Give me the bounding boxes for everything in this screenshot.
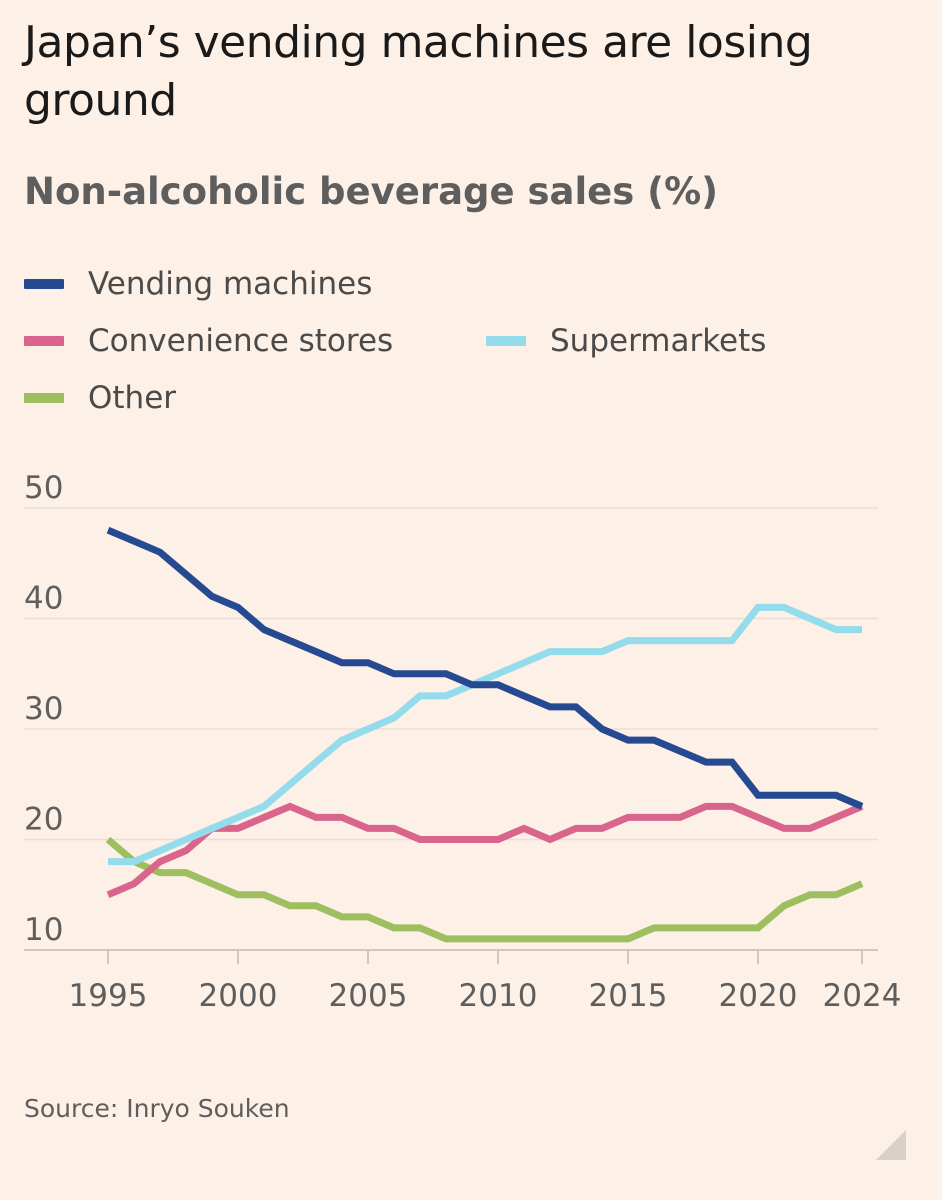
series-line-other	[105, 836, 864, 943]
chart-title: Japan’s vending machines are losing grou…	[24, 17, 813, 126]
x-tick-label-1995: 1995	[69, 978, 148, 1014]
y-tick-label-50: 50	[24, 470, 63, 506]
series-line-vending-machines	[106, 526, 864, 810]
series-line-supermarkets	[108, 603, 862, 866]
source-note: Source: Inryo Souken	[24, 1094, 290, 1123]
y-tick-label-10: 10	[24, 912, 63, 948]
x-tick-label-2005: 2005	[329, 978, 408, 1014]
x-tick-label-2015: 2015	[589, 978, 668, 1014]
y-tick-label-20: 20	[24, 802, 63, 838]
legend-item-vending-machines: Vending machines	[24, 266, 372, 302]
legend-swatch-supermarkets	[486, 336, 526, 346]
x-tick-label-2010: 2010	[459, 978, 538, 1014]
resize-corner-icon	[876, 1130, 906, 1160]
chart-subtitle: Non-alcoholic beverage sales (%)	[24, 170, 719, 213]
legend-swatch-other	[24, 393, 64, 403]
legend-label-other: Other	[88, 380, 177, 416]
legend-swatch-vending-machines	[24, 279, 64, 289]
legend-item-supermarkets: Supermarkets	[486, 323, 766, 359]
legend-label-vending-machines: Vending machines	[88, 266, 373, 302]
y-tick-label-40: 40	[24, 581, 63, 617]
x-tick-label-2024: 2024	[823, 978, 902, 1014]
x-tick-label-2000: 2000	[199, 978, 278, 1014]
legend-label-convenience-stores: Convenience stores	[88, 323, 394, 359]
y-tick-label-30: 30	[24, 691, 63, 727]
legend-item-other: Other	[24, 380, 176, 416]
series-line-convenience-stores	[106, 802, 864, 899]
legend-swatch-convenience-stores	[24, 336, 64, 346]
x-tick-label-2020: 2020	[719, 978, 798, 1014]
legend-item-convenience-stores: Convenience stores	[24, 323, 393, 359]
legend-label-supermarkets: Supermarkets	[550, 323, 767, 359]
